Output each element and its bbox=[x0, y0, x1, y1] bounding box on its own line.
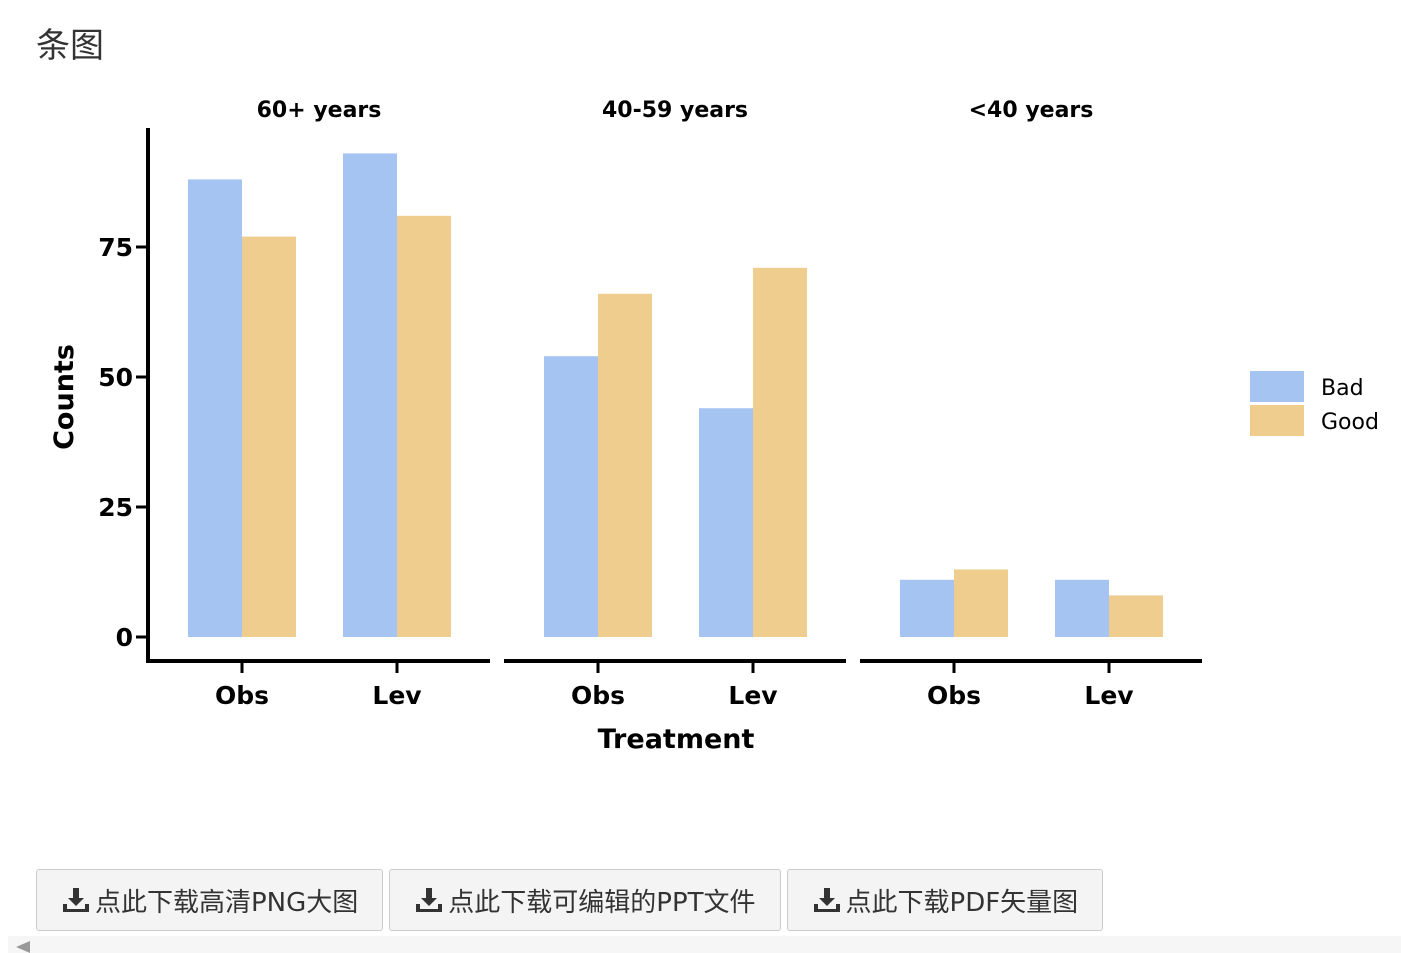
download-png-label: 点此下载高清PNG大图 bbox=[95, 887, 359, 918]
facet-title: <40 years bbox=[969, 98, 1094, 123]
y-axis: 0 25 50 75 bbox=[98, 128, 150, 663]
y-tick-label: 0 bbox=[116, 623, 133, 652]
legend: Bad Good bbox=[1250, 371, 1379, 436]
bar-good-obs bbox=[598, 293, 652, 637]
bar-bad-obs bbox=[900, 579, 954, 637]
x-tick-label: Obs bbox=[215, 681, 269, 710]
facet-panel: <40 years Obs Lev bbox=[860, 98, 1202, 710]
scroll-left-icon[interactable] bbox=[16, 941, 30, 953]
x-tick-label: Lev bbox=[728, 681, 777, 710]
bar-bad-lev bbox=[699, 408, 753, 637]
download-icon bbox=[812, 886, 842, 914]
download-pdf-button[interactable]: 点此下载PDF矢量图 bbox=[786, 869, 1104, 931]
bar-good-lev bbox=[1109, 595, 1163, 637]
y-axis-title: Counts bbox=[49, 344, 80, 450]
download-pdf-label: 点此下载PDF矢量图 bbox=[845, 887, 1079, 918]
download-ppt-button[interactable]: 点此下载可编辑的PPT文件 bbox=[389, 869, 781, 931]
x-tick-label: Lev bbox=[1084, 681, 1133, 710]
download-icon bbox=[414, 886, 444, 914]
bar-good-obs bbox=[242, 236, 296, 637]
facet-title: 60+ years bbox=[257, 98, 382, 123]
bar-bad-lev bbox=[1055, 579, 1109, 637]
legend-key-good bbox=[1250, 405, 1304, 436]
bar-good-lev bbox=[397, 215, 451, 638]
bar-good-lev bbox=[753, 267, 807, 637]
download-buttons: 点此下载高清PNG大图 点此下载可编辑的PPT文件 点此下载PDF矢量图 bbox=[36, 869, 1104, 931]
horizontal-scrollbar[interactable] bbox=[8, 936, 1401, 953]
legend-label-bad: Bad bbox=[1321, 376, 1364, 401]
y-tick-label: 50 bbox=[98, 363, 133, 392]
legend-label-good: Good bbox=[1321, 410, 1379, 435]
x-axis-title: Treatment bbox=[598, 724, 755, 755]
bar-bad-obs bbox=[188, 179, 242, 637]
facet-title: 40-59 years bbox=[602, 98, 748, 123]
page-title: 条图 bbox=[36, 26, 104, 66]
bar-good-obs bbox=[954, 569, 1008, 637]
x-tick-label: Obs bbox=[927, 681, 981, 710]
download-png-button[interactable]: 点此下载高清PNG大图 bbox=[36, 869, 384, 931]
bar-bad-lev bbox=[343, 153, 397, 637]
bar-bad-obs bbox=[544, 356, 598, 637]
download-ppt-label: 点此下载可编辑的PPT文件 bbox=[448, 887, 756, 918]
x-tick-label: Obs bbox=[571, 681, 625, 710]
download-icon bbox=[61, 886, 91, 914]
facet-panel: 60+ years Obs Lev bbox=[148, 98, 490, 710]
y-tick-label: 25 bbox=[98, 493, 133, 522]
y-tick-label: 75 bbox=[98, 233, 133, 262]
legend-key-bad bbox=[1250, 371, 1304, 402]
x-tick-label: Lev bbox=[372, 681, 421, 710]
facet-panel: 40-59 years Obs Lev bbox=[504, 98, 846, 710]
